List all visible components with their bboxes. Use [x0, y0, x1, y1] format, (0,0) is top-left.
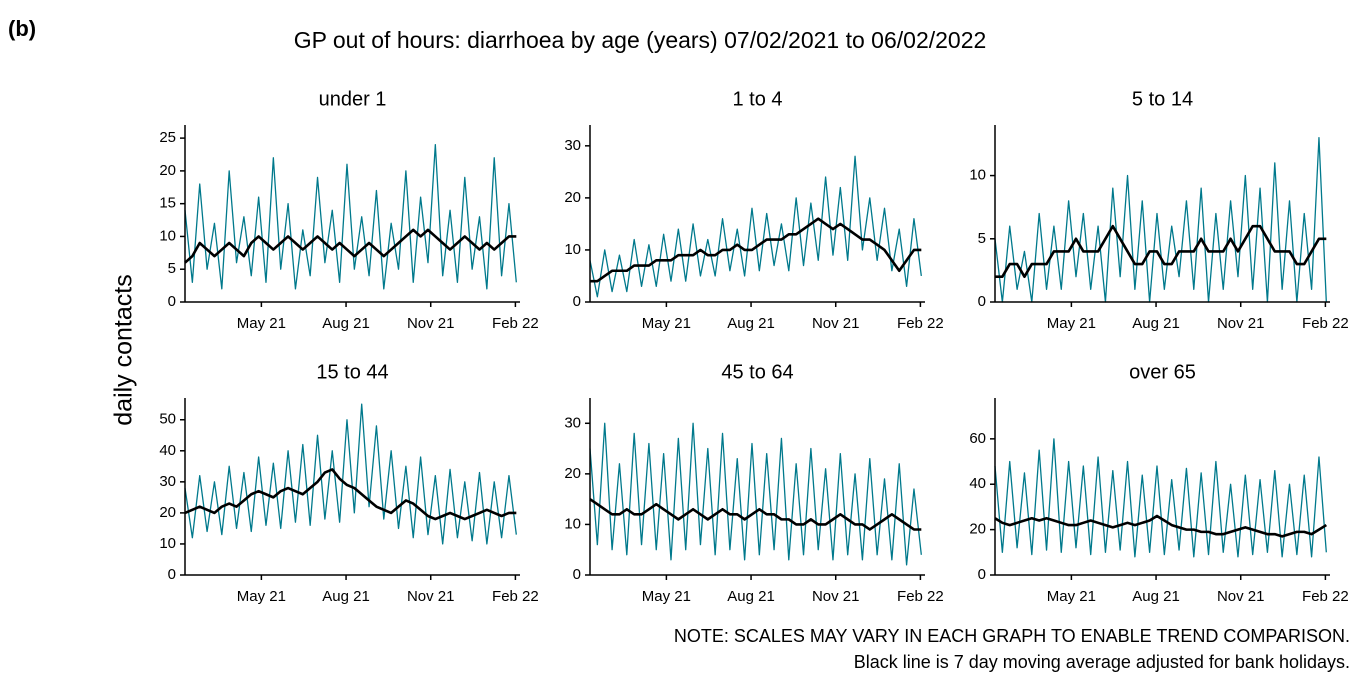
panel-label: (b)	[8, 16, 36, 41]
y-tick-label: 5	[168, 260, 176, 277]
y-tick-label: 0	[168, 566, 176, 583]
x-tick-label: Aug 21	[322, 588, 370, 605]
line	[994, 438, 1327, 558]
line	[994, 514, 1328, 538]
y-tick-label: 20	[564, 465, 581, 482]
line	[184, 228, 517, 264]
y-tick-label: 0	[978, 293, 986, 310]
x-tick-label: Nov 21	[407, 588, 455, 605]
panel-title: 1 to 4	[732, 88, 782, 110]
panel-title: 15 to 44	[316, 361, 388, 383]
y-tick-label: 10	[564, 241, 581, 258]
y-tick-label: 40	[159, 442, 176, 459]
x-tick-label: May 21	[1047, 315, 1096, 332]
y-tick-label: 20	[159, 504, 176, 521]
y-tick-label: 40	[969, 475, 986, 492]
line	[589, 498, 922, 531]
note: Black line is 7 day moving average adjus…	[854, 652, 1350, 672]
line	[994, 136, 1327, 303]
y-tick-label: 30	[159, 473, 176, 490]
y-axis-label: daily contacts	[110, 274, 138, 425]
x-tick-label: May 21	[642, 588, 691, 605]
y-tick-label: 30	[564, 137, 581, 154]
x-tick-label: Aug 21	[727, 588, 775, 605]
x-tick-label: Feb 22	[897, 588, 944, 605]
x-tick-label: Aug 21	[322, 315, 370, 332]
y-tick-label: 20	[159, 162, 176, 179]
y-tick-label: 0	[168, 293, 176, 310]
chart-title: GP out of hours: diarrhoea by age (years…	[294, 27, 987, 53]
x-tick-label: Aug 21	[1132, 315, 1180, 332]
panel-title: 5 to 14	[1132, 88, 1193, 110]
x-tick-label: Nov 21	[1217, 315, 1265, 332]
y-tick-label: 20	[969, 521, 986, 538]
y-tick-label: 0	[978, 566, 986, 583]
y-tick-label: 15	[159, 195, 176, 212]
x-tick-label: Nov 21	[1217, 588, 1265, 605]
x-tick-label: Aug 21	[1132, 588, 1180, 605]
panel-title: 45 to 64	[721, 361, 793, 383]
y-tick-label: 10	[564, 515, 581, 532]
line	[184, 403, 517, 545]
y-tick-label: 25	[159, 129, 176, 146]
x-tick-label: Feb 22	[492, 588, 539, 605]
x-tick-label: Feb 22	[1302, 588, 1349, 605]
x-tick-label: May 21	[237, 315, 286, 332]
y-tick-label: 10	[969, 167, 986, 184]
y-tick-label: 30	[564, 414, 581, 431]
x-tick-label: May 21	[237, 588, 286, 605]
x-tick-label: Feb 22	[492, 315, 539, 332]
note: NOTE: SCALES MAY VARY IN EACH GRAPH TO E…	[674, 626, 1350, 646]
x-tick-label: Aug 21	[727, 315, 775, 332]
x-tick-label: Feb 22	[897, 315, 944, 332]
line	[589, 155, 922, 298]
y-tick-label: 50	[159, 411, 176, 428]
line	[590, 217, 922, 283]
y-tick-label: 10	[159, 227, 176, 244]
line	[184, 468, 517, 521]
x-tick-label: Feb 22	[1302, 315, 1349, 332]
y-tick-label: 20	[564, 189, 581, 206]
y-tick-label: 0	[573, 293, 581, 310]
x-tick-label: Nov 21	[407, 315, 455, 332]
panel-title: under 1	[319, 88, 387, 110]
y-tick-label: 5	[978, 230, 986, 247]
line	[184, 144, 517, 290]
y-tick-label: 0	[573, 566, 581, 583]
x-tick-label: Nov 21	[812, 588, 860, 605]
y-tick-label: 60	[969, 430, 986, 447]
line	[589, 422, 922, 566]
x-tick-label: May 21	[642, 315, 691, 332]
x-tick-label: Nov 21	[812, 315, 860, 332]
panel-title: over 65	[1129, 361, 1196, 383]
line	[995, 224, 1327, 279]
x-tick-label: May 21	[1047, 588, 1096, 605]
y-tick-label: 10	[159, 535, 176, 552]
